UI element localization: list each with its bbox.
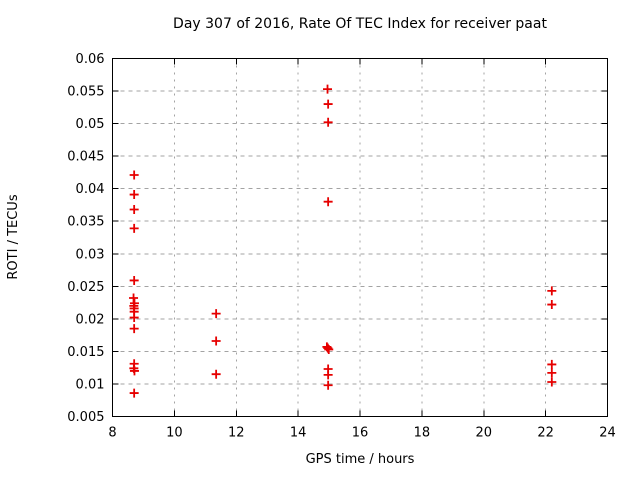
data-point-marker	[129, 275, 139, 285]
data-point-marker	[211, 309, 221, 319]
data-point-marker	[323, 343, 333, 353]
y-tick-label: 0.05	[76, 117, 105, 132]
data-point-marker	[129, 388, 139, 398]
data-point-marker	[547, 368, 557, 378]
data-point-marker	[547, 377, 557, 387]
y-axis-label: ROTI / TECUs	[6, 194, 21, 279]
plot-area: 8 10 12 14 16 18 20 22 24 0.005 0.01 0.015 0.02 0.025…	[67, 52, 615, 441]
y-tick-label: 0.025	[67, 280, 104, 295]
x-axis-label: GPS time / hours	[306, 452, 415, 467]
y-tick-label: 0.045	[67, 150, 104, 165]
data-point-marker	[323, 117, 333, 127]
data-point-marker	[323, 84, 333, 94]
data-point-marker	[323, 370, 333, 380]
data-point-marker	[323, 380, 333, 390]
data-point-marker	[547, 300, 557, 310]
y-tick-label: 0.06	[76, 52, 105, 67]
y-tick-label: 0.01	[76, 377, 105, 392]
x-tick-label: 12	[228, 426, 245, 441]
x-tick-label: 20	[475, 426, 492, 441]
x-tick-label: 18	[414, 426, 431, 441]
x-tick-label: 24	[599, 426, 616, 441]
data-point-marker	[129, 313, 139, 323]
y-tick-label: 0.02	[76, 312, 105, 327]
x-tick-label: 10	[166, 426, 183, 441]
data-point-marker	[547, 359, 557, 369]
y-tick-label: 0.015	[67, 345, 104, 360]
data-point-marker	[324, 344, 334, 354]
data-point-marker	[323, 197, 333, 207]
data-point-marker	[129, 205, 139, 215]
chart-title: Day 307 of 2016, Rate Of TEC Index for r…	[173, 16, 547, 32]
data-point-marker	[129, 190, 139, 200]
data-point-marker	[129, 293, 139, 303]
data-point-marker	[129, 223, 139, 233]
y-tick-label: 0.005	[67, 410, 104, 425]
y-tick-label: 0.04	[76, 182, 105, 197]
y-tick-label: 0.03	[76, 247, 105, 262]
data-point-marker	[547, 286, 557, 296]
data-point-marker	[211, 369, 221, 379]
data-point-marker	[323, 99, 333, 109]
y-tick-label: 0.055	[67, 85, 104, 100]
x-tick-label: 16	[352, 426, 369, 441]
x-tick-label: 8	[108, 426, 116, 441]
data-point-marker	[211, 336, 221, 346]
data-point-marker	[129, 366, 139, 376]
x-tick-label: 14	[290, 426, 307, 441]
data-point-marker	[129, 324, 139, 334]
y-tick-label: 0.035	[67, 215, 104, 230]
plot-border	[112, 58, 608, 417]
x-tick-label: 22	[537, 426, 554, 441]
data-point-marker	[129, 170, 139, 180]
